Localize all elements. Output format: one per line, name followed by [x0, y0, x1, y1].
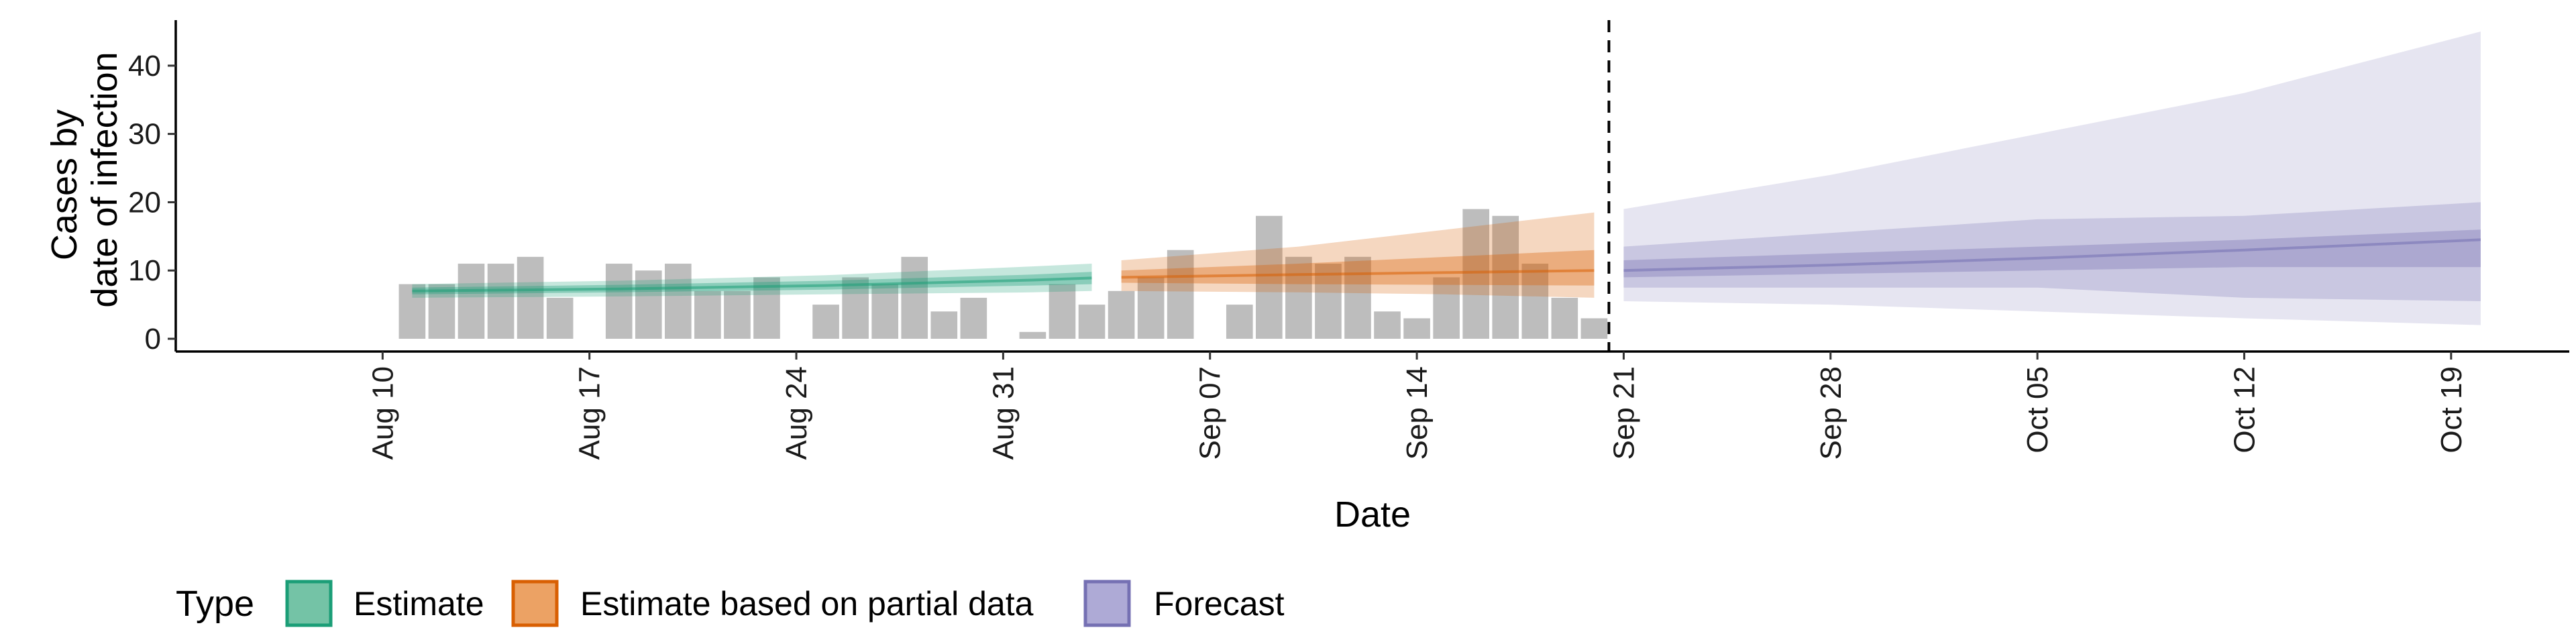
legend-swatch	[285, 580, 333, 627]
case-bar	[1137, 277, 1165, 339]
x-tick-label: Aug 17	[574, 366, 606, 460]
series-1	[1121, 212, 1595, 298]
x-tick-label: Oct 19	[2435, 366, 2468, 453]
legend-label: Forecast	[1154, 585, 1285, 623]
case-bar	[1403, 318, 1430, 339]
y-axis-title: Cases by date of infection	[44, 52, 125, 307]
y-tick-label: 40	[128, 50, 161, 83]
observed-cases-bars	[398, 209, 1608, 339]
legend-title: Type	[176, 584, 254, 624]
x-tick-label: Sep 21	[1607, 366, 1640, 460]
case-bar	[1344, 256, 1371, 339]
case-bar	[665, 264, 692, 339]
case-bar	[1256, 215, 1283, 339]
case-bar	[724, 290, 751, 339]
case-bar	[1521, 264, 1549, 339]
case-bar	[398, 284, 426, 339]
case-bar	[1315, 264, 1342, 339]
case-bar	[1462, 209, 1489, 339]
y-axis-ticks: 0 10 20 30 40	[128, 50, 176, 356]
legend-swatch	[511, 580, 559, 627]
x-tick-label: Sep 28	[1815, 366, 1847, 460]
series-2	[1623, 32, 2481, 325]
x-axis-title: Date	[1334, 494, 1411, 535]
estimate-bands	[412, 32, 2481, 325]
case-bar	[605, 264, 633, 339]
legend-label: Estimate	[354, 585, 484, 623]
case-bar	[871, 284, 899, 339]
x-tick-label: Aug 24	[780, 366, 813, 460]
x-tick-label: Sep 07	[1194, 366, 1227, 460]
case-bar	[842, 277, 869, 339]
case-bar	[930, 311, 958, 339]
case-bar	[1108, 290, 1135, 339]
case-bar	[1049, 284, 1076, 339]
y-axis-title-line-2: date of infection	[85, 52, 125, 307]
case-bar	[1078, 305, 1106, 339]
case-bar	[1492, 215, 1519, 339]
legend-swatch	[1083, 580, 1131, 627]
case-bar	[546, 297, 574, 339]
median-line	[412, 276, 1092, 292]
case-bar	[901, 256, 928, 339]
case-bar	[812, 305, 839, 339]
case-bar	[428, 284, 455, 339]
case-bar	[694, 290, 721, 339]
x-tick-label: Oct 05	[2021, 366, 2054, 453]
case-bar	[1580, 318, 1608, 339]
y-tick-label: 10	[128, 254, 161, 287]
case-bar	[458, 264, 485, 339]
y-tick-label: 0	[145, 323, 161, 356]
case-bar	[487, 264, 515, 339]
x-tick-label: Oct 12	[2228, 366, 2261, 453]
y-axis-title-line-1: Cases by	[44, 109, 85, 260]
series-0	[412, 264, 1092, 298]
case-bar	[1019, 331, 1046, 339]
legend: Type Estimate Estimate based on partial d…	[176, 580, 1285, 627]
case-bar	[1551, 297, 1578, 339]
case-bar	[960, 297, 987, 339]
case-bar	[1167, 250, 1194, 339]
case-bar	[1226, 305, 1253, 339]
x-axis-ticks: Aug 10 Aug 17 Aug 24 Aug 31 Sep 07 Sep 14 Sep …	[366, 352, 2468, 460]
case-bar	[517, 256, 544, 339]
case-bar	[1433, 277, 1460, 339]
case-bar	[1374, 311, 1401, 339]
case-bar	[635, 270, 662, 339]
median-line	[1121, 269, 1595, 279]
band-90	[1623, 32, 2481, 325]
y-tick-label: 20	[128, 186, 161, 219]
case-bar	[1285, 256, 1312, 339]
x-tick-label: Sep 14	[1401, 366, 1434, 460]
x-tick-label: Aug 31	[987, 366, 1020, 460]
y-tick-label: 30	[128, 118, 161, 151]
band-outer	[1623, 202, 2481, 301]
legend-label: Estimate based on partial data	[580, 585, 1034, 623]
x-tick-label: Aug 10	[366, 366, 399, 460]
median-line	[1623, 238, 2481, 272]
legend-entries: Estimate Estimate based on partial data Fo…	[285, 580, 1285, 627]
